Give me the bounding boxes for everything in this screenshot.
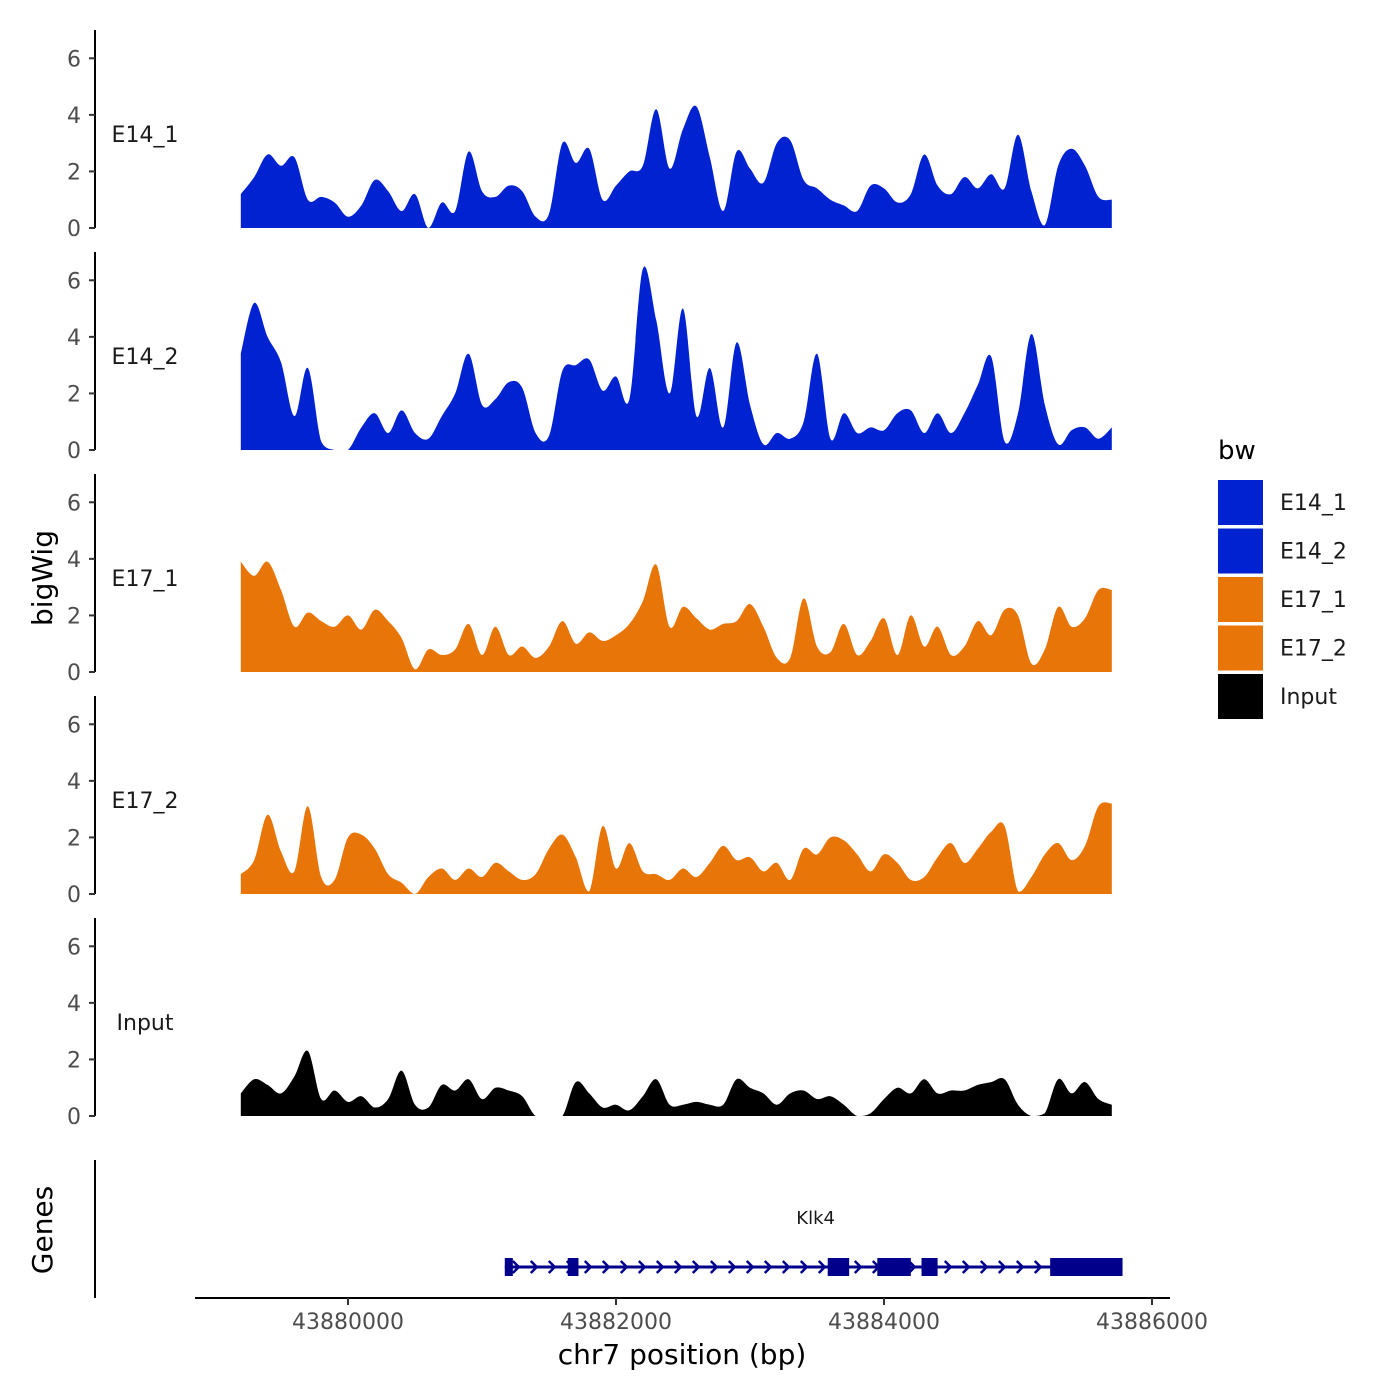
legend-label: E17_2 (1280, 637, 1347, 662)
legend-item-input: Input (1218, 674, 1337, 719)
strand-chevron (637, 1260, 647, 1274)
x-axis-title: chr7 position (bp) (558, 1338, 807, 1371)
strand-chevron (1033, 1260, 1043, 1274)
strand-chevron (799, 1260, 809, 1274)
x-tick-label: 43880000 (292, 1310, 404, 1335)
y-tick-label: 0 (67, 217, 81, 242)
legend-swatch (1218, 480, 1263, 525)
y-tick-label: 4 (67, 992, 81, 1017)
genes-panel-title: Genes (26, 1186, 59, 1274)
y-tick-label: 4 (67, 770, 81, 795)
y-tick-label: 0 (67, 439, 81, 464)
strand-chevron (961, 1260, 971, 1274)
x-tick-label: 43882000 (560, 1310, 672, 1335)
y-tick-label: 2 (67, 1048, 81, 1073)
y-tick-label: 4 (67, 104, 81, 129)
legend-swatch (1218, 674, 1263, 719)
y-tick-label: 4 (67, 548, 81, 573)
genes-panel: Klk4 (94, 1160, 1123, 1298)
track-label: E17_2 (112, 789, 179, 814)
strand-chevron (763, 1260, 773, 1274)
track-label: E14_2 (112, 345, 179, 370)
bigwig-tracks: 0 2 4 6 E14_1 0 2 4 6 E14_2 0 2 4 6 E17_1 0 2 4 6 E17_2 0 2 4 6… (67, 30, 1112, 1130)
legend-item-e17-2: E17_2 (1218, 625, 1347, 671)
y-axis-title: bigWig (26, 530, 59, 626)
track-label: Input (117, 1011, 174, 1036)
track-label: E17_1 (112, 567, 179, 592)
legend-item-e14-2: E14_2 (1218, 528, 1347, 574)
strand-chevron (583, 1260, 593, 1274)
strand-chevron (997, 1260, 1007, 1274)
y-tick-label: 0 (67, 883, 81, 908)
legend-label: E14_2 (1280, 540, 1347, 565)
y-tick-label: 2 (67, 604, 81, 629)
exon (1050, 1258, 1123, 1276)
legend-label: E17_1 (1280, 588, 1347, 613)
track-input: 0 2 4 6 Input (67, 918, 1112, 1130)
track-e14-1: 0 2 4 6 E14_1 (67, 30, 1112, 242)
strand-chevron (601, 1260, 611, 1274)
x-axis: 43880000 43882000 43884000 43886000 (195, 1297, 1208, 1335)
track-e17-1: 0 2 4 6 E17_1 (67, 474, 1112, 686)
legend-swatch (1218, 625, 1263, 671)
strand-chevron (673, 1260, 683, 1274)
y-tick-label: 6 (67, 713, 81, 738)
y-tick-label: 2 (67, 826, 81, 851)
signal-area-e17-2 (240, 802, 1112, 894)
strand-chevron (727, 1260, 737, 1274)
legend-label: Input (1280, 685, 1337, 710)
exon (921, 1258, 938, 1276)
strand-chevron (547, 1260, 557, 1274)
y-tick-label: 6 (67, 269, 81, 294)
strand-chevron (691, 1260, 701, 1274)
y-tick-label: 6 (67, 47, 81, 72)
x-tick-label: 43886000 (1096, 1310, 1208, 1335)
x-tick-label: 43884000 (828, 1310, 940, 1335)
strand-chevron (655, 1260, 665, 1274)
exon (567, 1258, 579, 1276)
track-e14-2: 0 2 4 6 E14_2 (67, 252, 1112, 464)
signal-area-e14-2 (240, 266, 1112, 450)
legend-swatch (1218, 577, 1263, 622)
legend-swatch (1218, 528, 1263, 574)
track-label: E14_1 (112, 123, 179, 148)
y-tick-label: 0 (67, 661, 81, 686)
strand-chevron (943, 1260, 953, 1274)
y-tick-label: 6 (67, 935, 81, 960)
strand-chevron (709, 1260, 719, 1274)
signal-area-input (240, 1050, 1112, 1116)
strand-chevron (979, 1260, 989, 1274)
y-tick-label: 2 (67, 160, 81, 185)
strand-chevron (781, 1260, 791, 1274)
signal-area-e17-1 (240, 561, 1112, 672)
exon (504, 1258, 513, 1276)
y-tick-label: 0 (67, 1105, 81, 1130)
y-tick-label: 2 (67, 382, 81, 407)
strand-chevron (619, 1260, 629, 1274)
y-tick-label: 6 (67, 491, 81, 516)
legend: bw E14_1 E14_2 E17_1 E17_2 Input (1218, 436, 1347, 719)
legend-item-e14-1: E14_1 (1218, 480, 1347, 525)
strand-chevron (817, 1260, 827, 1274)
gene-label: Klk4 (796, 1208, 835, 1229)
track-e17-2: 0 2 4 6 E17_2 (67, 696, 1112, 908)
y-tick-label: 4 (67, 326, 81, 351)
gene-klk4: Klk4 (504, 1208, 1123, 1276)
strand-chevron (511, 1260, 521, 1274)
exon (827, 1258, 850, 1276)
strand-chevron (529, 1260, 539, 1274)
signal-area-e14-1 (240, 105, 1112, 228)
strand-chevron (853, 1260, 863, 1274)
exon (877, 1258, 911, 1276)
legend-label: E14_1 (1280, 491, 1347, 516)
strand-chevron (1015, 1260, 1025, 1274)
legend-title: bw (1218, 436, 1256, 466)
legend-item-e17-1: E17_1 (1218, 577, 1347, 622)
strand-chevron (745, 1260, 755, 1274)
